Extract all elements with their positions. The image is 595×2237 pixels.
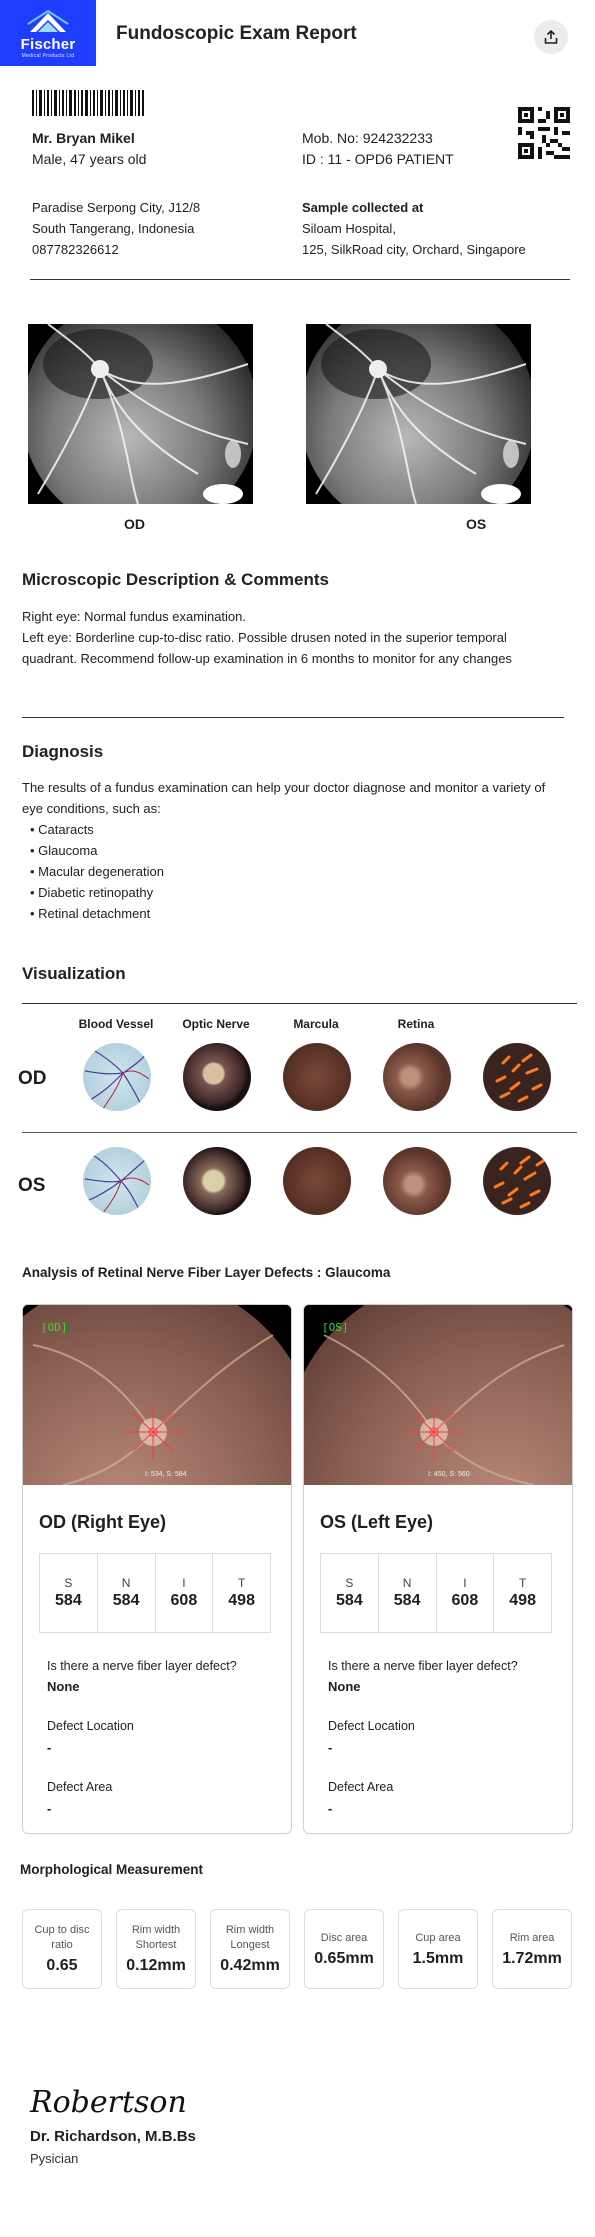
defect-area-value-od: - <box>47 1801 52 1816</box>
snit-cell: I 608 <box>156 1554 214 1632</box>
defect-area-value-os: - <box>328 1801 333 1816</box>
measure-cup-area: Cup area 1.5mm <box>398 1909 478 1989</box>
fundus-label-od: OD <box>124 516 145 532</box>
snit-cell: N 584 <box>98 1554 156 1632</box>
logo-name: Fischer <box>20 36 76 53</box>
card-title-os: OS (Left Eye) <box>320 1512 434 1532</box>
fundus-label-os: OS <box>466 516 487 532</box>
microscopic-right-eye: Right eye: Normal fundus examination. <box>22 609 247 624</box>
measure-rim-width-longest: Rim width Longest 0.42mm <box>210 1909 290 1989</box>
rnfl-tag-od: [OD] <box>41 1321 68 1334</box>
fundus-image-os <box>306 324 531 504</box>
measure-rim-width-shortest: Rim width Shortest 0.12mm <box>116 1909 196 1989</box>
measure-cup-to-disc: Cup to disc ratio 0.65 <box>22 1909 102 1989</box>
logo-subtitle: Medical Products Ltd <box>21 53 75 59</box>
defect-question-os: Is there a nerve fiber layer defect? <box>328 1659 518 1673</box>
defect-location-value-os: - <box>328 1740 333 1755</box>
viz-row-os-label: OS <box>18 1175 46 1196</box>
rnfl-overlay-od: I: 534, S: 584 <box>145 1471 187 1478</box>
defect-location-label-os: Defect Location <box>328 1719 415 1733</box>
microscopic-heading: Microscopic Description & Comments <box>22 570 330 589</box>
viz-od-lesions[interactable] <box>483 1043 551 1111</box>
microscopic-left-eye: Left eye: Borderline cup-to-disc ratio. … <box>22 630 512 666</box>
snit-table-os: S 584 N 584 I 608 T 498 <box>320 1553 552 1633</box>
viz-col-blood-vessel: Blood Vessel <box>78 1017 154 1031</box>
doctor-role: Pysician <box>30 2151 79 2166</box>
rnfl-image-os: [OS] I: 450, S: 560 <box>304 1305 572 1485</box>
viz-col-marcula: Marcula <box>293 1017 339 1031</box>
patient-id: ID : 11 - OPD6 PATIENT <box>302 151 454 167</box>
diagnosis-intro: The results of a fundus examination can … <box>22 780 546 816</box>
diagnosis-heading: Diagnosis <box>22 742 104 761</box>
diagnosis-list-item: • Diabetic retinopathy <box>30 885 154 900</box>
snit-cell: T 498 <box>228 1576 255 1609</box>
divider <box>30 279 570 280</box>
barcode-image <box>32 90 144 116</box>
viz-os-blood-vessel[interactable] <box>83 1147 151 1215</box>
defect-location-label-od: Defect Location <box>47 1719 134 1733</box>
snit-cell: N 584 <box>379 1554 437 1632</box>
snit-cell: I 608 <box>437 1554 495 1632</box>
viz-os-retina[interactable] <box>383 1147 451 1215</box>
defect-area-label-os: Defect Area <box>328 1780 394 1794</box>
snit-table-od: S 584 N 584 I 608 T 498 <box>39 1553 271 1633</box>
patient-address-line1: Paradise Serpong City, J12/8 <box>32 200 201 215</box>
sample-address: 125, SilkRoad city, Orchard, Singapore <box>302 242 526 257</box>
patient-name: Mr. Bryan Mikel <box>32 130 135 146</box>
sample-place: Siloam Hospital, <box>302 221 396 236</box>
defect-answer-os: None <box>328 1679 361 1694</box>
rnfl-overlay-os: I: 450, S: 560 <box>428 1471 470 1478</box>
diagnosis-list-item: • Glaucoma <box>30 843 98 858</box>
defect-answer-od: None <box>47 1679 80 1694</box>
divider <box>22 717 564 718</box>
defect-question-od: Is there a nerve fiber layer defect? <box>47 1659 237 1673</box>
viz-col-retina: Retina <box>397 1017 435 1031</box>
patient-phone: 087782326612 <box>32 242 119 257</box>
page-title: Fundoscopic Exam Report <box>116 23 357 44</box>
measure-disc-area: Disc area 0.65mm <box>304 1909 384 1989</box>
analysis-heading: Analysis of Retinal Nerve Fiber Layer De… <box>22 1265 391 1280</box>
snit-cell: S 584 <box>40 1554 98 1632</box>
logo-mountain-icon <box>27 10 69 32</box>
divider <box>22 1132 577 1133</box>
diagnosis-list-item: • Cataracts <box>30 822 94 837</box>
sample-label: Sample collected at <box>302 200 424 215</box>
analysis-card-os: [OS] I: 450, S: 560 OS (Left Eye) S 584 N… <box>303 1304 573 1834</box>
measure-rim-area: Rim area 1.72mm <box>492 1909 572 1989</box>
patient-gender-age: Male, 47 years old <box>32 151 147 167</box>
app-header: Fischer Medical Products Ltd Fundoscopic… <box>0 0 595 66</box>
morphology-heading: Morphological Measurement <box>20 1862 204 1877</box>
visualization-heading: Visualization <box>22 964 126 983</box>
rnfl-image-od: [OD] I: 534, S: 584 <box>23 1305 291 1485</box>
defect-area-label-od: Defect Area <box>47 1780 113 1794</box>
share-upload-icon <box>544 29 558 44</box>
viz-row-od-label: OD <box>18 1068 47 1089</box>
card-title-od: OD (Right Eye) <box>39 1512 167 1532</box>
diagnosis-list-item: • Retinal detachment <box>30 906 151 921</box>
viz-os-marcula[interactable] <box>283 1147 351 1215</box>
viz-col-optic-nerve: Optic Nerve <box>182 1017 250 1031</box>
fundus-image-od <box>28 324 253 504</box>
defect-location-value-od: - <box>47 1740 52 1755</box>
divider <box>22 1003 577 1004</box>
viz-od-marcula[interactable] <box>283 1043 351 1111</box>
share-button[interactable] <box>534 20 568 54</box>
snit-cell: T 498 <box>509 1576 536 1609</box>
viz-od-optic-nerve[interactable] <box>183 1043 251 1111</box>
doctor-signature: Robertson <box>30 2085 187 2120</box>
doctor-name: Dr. Richardson, M.B.Bs <box>30 2128 196 2145</box>
qr-code-image <box>518 107 570 159</box>
analysis-card-od: [OD] I: 534, S: 584 OD (Right Eye) S 584 … <box>22 1304 292 1834</box>
patient-mobile: Mob. No: 924232233 <box>302 130 433 146</box>
diagnosis-list-item: • Macular degeneration <box>30 864 164 879</box>
rnfl-tag-os: [OS] <box>322 1321 349 1334</box>
brand-logo[interactable]: Fischer Medical Products Ltd <box>0 0 96 66</box>
patient-address-line2: South Tangerang, Indonesia <box>32 221 195 236</box>
viz-os-optic-nerve[interactable] <box>183 1147 251 1215</box>
viz-od-blood-vessel[interactable] <box>83 1043 151 1111</box>
snit-cell: S 584 <box>321 1554 379 1632</box>
viz-os-lesions[interactable] <box>483 1147 551 1215</box>
viz-od-retina[interactable] <box>383 1043 451 1111</box>
